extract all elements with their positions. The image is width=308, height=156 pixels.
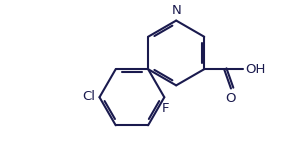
Text: F: F <box>162 102 169 115</box>
Text: O: O <box>226 92 236 105</box>
Text: N: N <box>171 4 181 17</box>
Text: OH: OH <box>246 63 266 76</box>
Text: Cl: Cl <box>82 90 95 103</box>
